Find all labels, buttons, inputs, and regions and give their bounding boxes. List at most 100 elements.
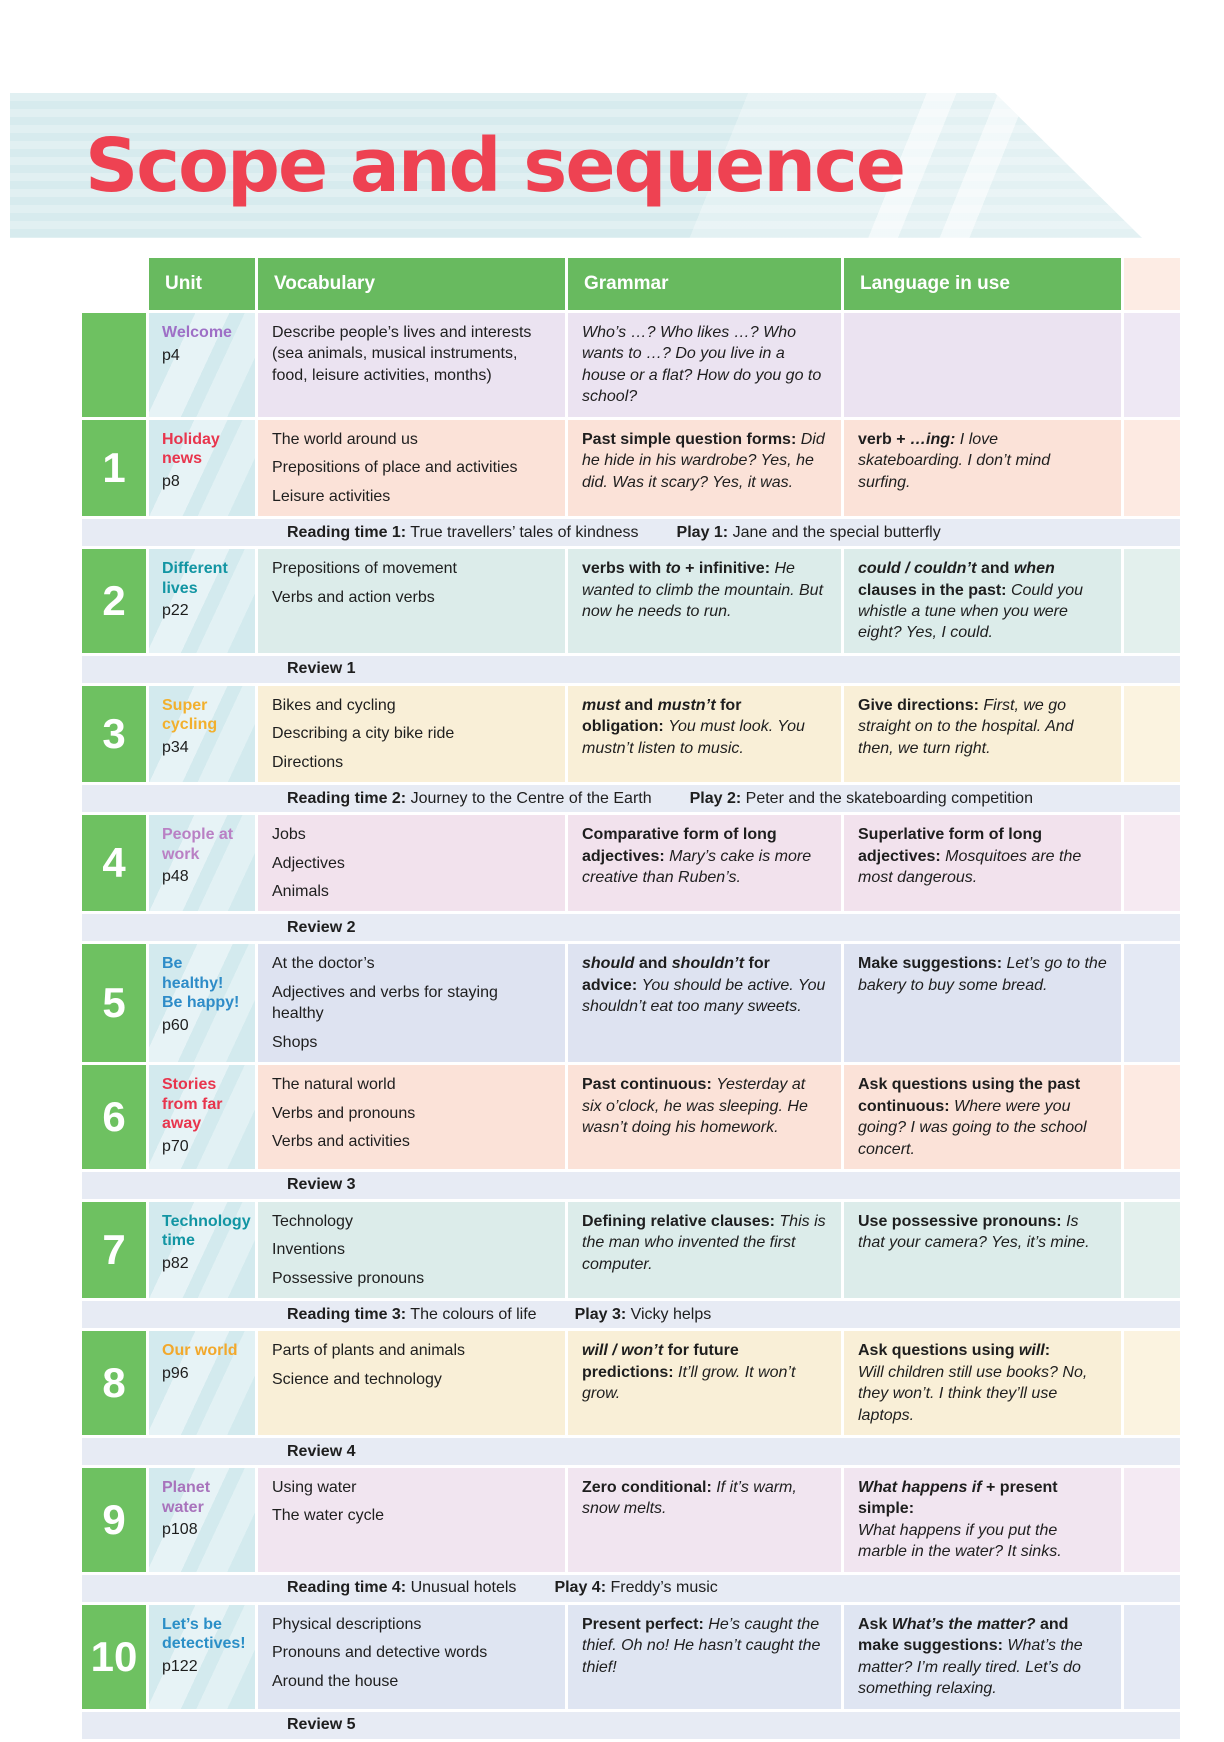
unit-name-cell: Welcome p4 [149, 313, 255, 417]
unit-name: Technology time [162, 1212, 251, 1250]
language-in-use-cell: could / couldn’t and when clauses in the… [844, 549, 1121, 653]
unit-page: p4 [162, 346, 180, 364]
vocabulary-cell: Describe people’s lives and interests (s… [258, 313, 565, 417]
row-tail-cell [1124, 419, 1180, 517]
review-row: Review 2 [82, 914, 1180, 942]
grammar-cell: Who’s …? Who likes …? Who wants to …? Do… [568, 313, 841, 417]
divider-label: Review 5 [287, 1716, 356, 1733]
vocabulary-item: Verbs and action verbs [272, 588, 435, 606]
grammar-cell: should and shouldn’t for advice: You sho… [568, 944, 841, 1063]
text-segment: Ask [858, 1615, 892, 1633]
vocabulary-item: Describing a city bike ride [272, 725, 455, 743]
reading-play-row: Reading time 2: Journey to the Centre of… [82, 785, 1180, 813]
unit-page: p34 [162, 738, 189, 756]
text-segment: Use possessive pronouns: [858, 1212, 1067, 1230]
unit-name-cell: Our world p96 [149, 1331, 255, 1435]
unit-number: 2 [102, 576, 126, 624]
unit-number-cell [82, 313, 146, 417]
vocabulary-item: Animals [272, 883, 329, 900]
language-in-use-cell: Ask What’s the matter? and make suggesti… [844, 1604, 1121, 1709]
unit-number-cell: 8 [82, 1331, 146, 1435]
vocabulary-item: Adjectives [272, 854, 345, 872]
text-segment: This is the man who invented the first c… [582, 1212, 826, 1273]
divider-row: Reading time 2: Journey to the Centre of… [82, 785, 1180, 813]
grammar-cell: must and mustn’t for obligation: You mus… [568, 685, 841, 783]
text-segment: …ing: [910, 430, 956, 448]
grammar-cell: Present perfect: He’s caught the thief. … [568, 1604, 841, 1709]
vocabulary-item: The natural world [272, 1076, 396, 1094]
table-header-row: Unit Vocabulary Grammar Language in use [82, 258, 1180, 310]
unit-name: Be healthy! Be happy! [162, 955, 240, 1012]
header-tail-cell [1124, 258, 1180, 310]
text-segment: and [620, 696, 658, 714]
vocabulary-cell: Parts of plants and animals Science and t… [258, 1331, 565, 1435]
text-segment: Did he hide in his wardrobe? Yes, he did… [582, 430, 825, 491]
row-tail-cell [1124, 313, 1180, 417]
row-tail-cell [1124, 549, 1180, 653]
text-segment: and [634, 955, 672, 973]
row-tail-cell [1124, 1331, 1180, 1435]
divider-label: Play 3: [574, 1305, 627, 1323]
divider-label: Reading time 4: [287, 1579, 407, 1597]
unit-page: p8 [162, 472, 180, 490]
grammar-cell: verbs with to + infinitive: He wanted to… [568, 549, 841, 653]
divider-part: Review 3 [287, 1176, 355, 1194]
vocabulary-item: Adjectives and verbs for staying healthy [272, 983, 498, 1023]
row-tail-cell [1124, 1468, 1180, 1572]
divider-row: Reading time 1: True travellers’ tales o… [82, 519, 1180, 547]
vocabulary-item: Describe people’s lives and interests (s… [272, 324, 532, 384]
grammar-cell: Past continuous: Yesterday at six o’cloc… [568, 1065, 841, 1169]
unit-page: p22 [162, 602, 189, 620]
unit-name: Our world [162, 1342, 238, 1360]
vocabulary-item: Jobs [272, 826, 306, 844]
table-body: Welcome p4 Describe people’s lives and int… [82, 313, 1180, 1739]
divider-part: Play 4: Freddy’s music [554, 1579, 717, 1597]
unit-name: Let’s be detectives! [162, 1615, 246, 1653]
vocabulary-item: The water cycle [272, 1507, 385, 1525]
divider-part: Review 5 [287, 1716, 355, 1734]
text-segment: shouldn’t [671, 955, 745, 973]
text-segment: Who’s …? Who likes …? Who wants to …? Do… [582, 324, 822, 406]
review-row: Review 3 [82, 1171, 1180, 1199]
unit-number-cell: 7 [82, 1201, 146, 1299]
text-segment: Where were you going? I was going to the… [858, 1097, 1087, 1158]
unit-number-cell: 9 [82, 1468, 146, 1572]
vocabulary-cell: Using water The water cycle [258, 1468, 565, 1572]
vocabulary-cell: Jobs Adjectives Animals [258, 815, 565, 912]
unit-name: Welcome [162, 324, 232, 341]
divider-part: Play 3: Vicky helps [575, 1306, 712, 1324]
divider-part: Play 2: Peter and the skateboarding comp… [690, 790, 1033, 808]
language-in-use-cell: Superlative form of long adjectives: Mos… [844, 815, 1121, 912]
text-segment: Will children still use books? No, they … [858, 1363, 1088, 1424]
divider-text: Freddy’s music [606, 1579, 718, 1597]
vocabulary-cell: Technology Inventions Possessive pronouns [258, 1201, 565, 1299]
row-tail-cell [1124, 944, 1180, 1063]
text-segment: must [582, 696, 621, 714]
row-tail-cell [1124, 815, 1180, 912]
vocabulary-item: Science and technology [272, 1370, 442, 1388]
text-segment: when [1013, 560, 1055, 578]
review-row: Review 1 [82, 655, 1180, 683]
language-in-use-cell: Ask questions using will: Will children s… [844, 1331, 1121, 1435]
language-in-use-cell: verb + …ing: I love skateboarding. I don… [844, 419, 1121, 517]
text-segment: Ask questions using the past continuous: [858, 1076, 1081, 1115]
table-row: 1 Holiday news p8 The world around us Prepos… [82, 419, 1180, 517]
review-row: Review 5 [82, 1711, 1180, 1739]
header-spacer [82, 258, 146, 310]
text-segment: Comparative form of long adjectives: [582, 826, 777, 865]
page: { "title": "Scope and sequence", "header… [10, 93, 1180, 1739]
unit-number-cell: 6 [82, 1065, 146, 1169]
text-segment: Make suggestions: [858, 955, 1007, 973]
unit-number: 6 [102, 1093, 126, 1141]
row-tail-cell [1124, 1604, 1180, 1709]
unit-name-cell: Planet water p108 [149, 1468, 255, 1572]
table-row: 7 Technology time p82 Technology Inventions P… [82, 1201, 1180, 1299]
vocabulary-item: Prepositions of movement [272, 560, 457, 578]
text-segment: I love skateboarding. I don’t mind surfi… [858, 430, 1051, 491]
unit-number: 4 [102, 839, 126, 887]
table-row: 8 Our world p96 Parts of plants and animals… [82, 1331, 1180, 1435]
text-segment: If it’s warm, snow melts. [582, 1479, 797, 1518]
unit-number: 7 [102, 1226, 126, 1274]
header-grammar: Grammar [568, 258, 841, 310]
vocabulary-item: Verbs and activities [272, 1133, 410, 1151]
